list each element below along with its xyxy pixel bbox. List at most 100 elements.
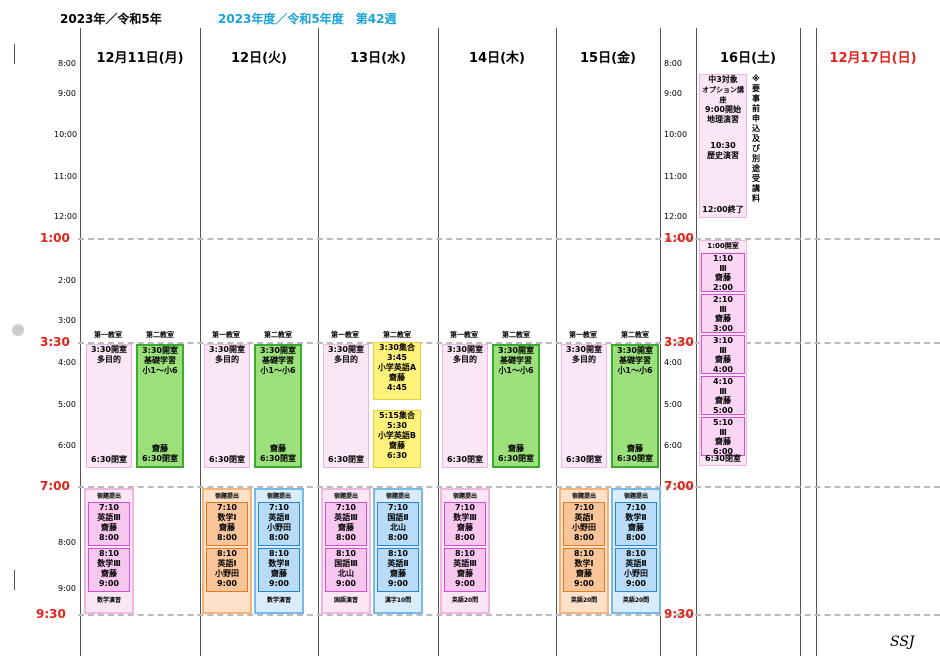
teacher-name: 齋藤 [508,444,524,453]
teacher-name: 齋藤 [271,569,287,578]
open-time: 3:30開室 [142,346,178,355]
evening-block-fri2: 宿題提出 7:10 数学Ⅱ 齋藤 8:00 8:10 英語Ⅱ 小野田 9:00 英語20問 [611,488,661,614]
room-label-1: 第一教室 [450,331,478,339]
start-time: 7:10 [217,503,237,512]
evening-block-tue1: 宿題提出 7:10 数学Ⅰ 齋藤 8:00 8:10 英語Ⅰ 小野田 9:00 [202,488,252,614]
homework-submit-label: 宿題提出 [571,493,596,500]
time-label: 9:00 [58,584,76,593]
subject: 数学Ⅲ [453,513,477,522]
end-time: 9:00 [217,579,237,588]
lesson-bot: 8:10 英語Ⅲ 齋藤 9:00 [444,548,486,592]
target-grade: 中3対象 [708,75,738,84]
dashed-line-930 [78,614,940,616]
time-label: 8:00 [664,59,682,68]
end-time: 4:45 [387,383,407,392]
teacher-name: 齋藤 [219,523,235,532]
lesson-top: 7:10 数学Ⅱ 齋藤 8:00 [615,502,657,546]
saturday-afternoon-block: 1:00開室 1:10 Ⅲ 齋藤 2:00 2:10 Ⅲ 齋藤 3:00 3:10 Ⅲ 齋藤 4:00… [699,240,747,466]
yellow-block-english-a: 3:30集合 3:45 小学英語A 齋藤 4:45 [373,342,421,400]
open-time: 3:30開室 [91,345,127,354]
start-time: 8:10 [99,549,119,558]
room-type: 多目的 [215,355,239,364]
room-label-2: 第二教室 [383,331,411,339]
day-mon: 12月11日(月) [96,51,184,66]
punch-hole [12,324,24,336]
level: Ⅲ [719,345,727,355]
teacher-name: 齋藤 [457,569,473,578]
time-label: 11:00 [664,172,688,181]
saturday-lesson: 1:10 Ⅲ 齋藤 2:00 [701,253,745,292]
assignment-note: 数学演習 [96,597,121,604]
end-time: 9:00 [455,579,475,588]
day-sun: 12月17日(日) [829,51,917,66]
room-label-1: 第一教室 [331,331,359,339]
subject: 数学Ⅱ [268,559,290,568]
room-type: 多目的 [572,355,596,364]
close-time: 6:30閉室 [566,455,602,464]
class-name: 小学英語A [377,363,417,372]
evening-block-wed1: 宿題提出 7:10 英語Ⅲ 齋藤 8:00 8:10 国語Ⅲ 北山 9:00 国語演習 [321,488,371,614]
time-label: 8:00 [58,538,76,547]
start-time: 7:10 [99,503,119,512]
level: Ⅲ [719,386,727,396]
teacher-name: 齋藤 [338,523,354,532]
subject: 英語Ⅰ [574,513,594,522]
time-label: 10:00 [54,130,78,139]
end-time: 9:00 [388,579,408,588]
lesson-top: 7:10 英語Ⅱ 小野田 8:00 [258,502,300,546]
teacher-name: 齋藤 [390,569,406,578]
start-time: 8:10 [574,549,594,558]
teacher-name: 齋藤 [389,441,405,450]
end-time: 5:00 [713,405,733,415]
room-label-1: 第一教室 [569,331,597,339]
option-course: オプション講座 [702,86,744,104]
red-time-330-mid: 3:30 [664,335,694,349]
saturday-side-note: ※要事前申込及び別途受講料 [752,74,760,203]
day-fri: 15日(金) [580,51,636,66]
time-label: 3:00 [58,316,76,325]
teacher-name: 北山 [338,569,354,578]
red-time-930-mid: 9:30 [664,607,694,621]
time-label: 9:00 [664,89,682,98]
start-time: 7:10 [388,503,408,512]
time-label: 11:00 [54,172,78,181]
grade-range: 小1～小6 [260,366,296,375]
lesson-bot: 8:10 英語Ⅱ 齋藤 9:00 [377,548,419,592]
evening-block-fri1: 宿題提出 7:10 英語Ⅰ 小野田 8:00 8:10 数学Ⅰ 齋藤 9:00 英語20問 [559,488,609,614]
end-time: 6:30 [387,451,407,460]
teacher-name: 齋藤 [101,523,117,532]
room-label-1: 第一教室 [212,331,240,339]
room-label-2: 第二教室 [264,331,292,339]
teacher-name: 齋藤 [457,523,473,532]
evening-block-tue2: 宿題提出 7:10 英語Ⅱ 小野田 8:00 8:10 数学Ⅱ 齋藤 9:00 数学演習 [254,488,304,614]
teacher-name: 齋藤 [715,437,731,446]
homework-submit-label: 宿題提出 [452,493,477,500]
grade-range: 小1～小6 [617,366,653,375]
signature: SSJ [890,634,915,650]
time-label: 4:00 [664,358,682,367]
time-label: 9:00 [58,89,76,98]
teacher-name: 齋藤 [715,355,731,364]
class-name: 小学英語B [377,431,417,440]
lesson-top: 7:10 数学Ⅰ 齋藤 8:00 [206,502,248,546]
subject: 数学Ⅱ [625,513,647,522]
end-time: 9:00 [626,579,646,588]
assignment-note: 英語20問 [570,597,598,604]
red-time-7-mid: 7:00 [664,479,694,493]
day-sat: 16日(土) [720,51,776,66]
room-type: 多目的 [453,355,477,364]
close-time: 6:30閉室 [617,454,653,463]
start-time: 1:10 [713,254,733,263]
time-label: 6:00 [58,441,76,450]
time-label: 6:00 [664,441,682,450]
start-time: 8:10 [269,549,289,558]
assignment-note: 英語20問 [622,597,650,604]
start-time: 7:10 [455,503,475,512]
close-time: 6:30閉室 [142,454,178,463]
subject: 英語Ⅲ [453,559,477,568]
room-label-2: 第二教室 [146,331,174,339]
year-label: 2023年／令和5年 [60,12,162,26]
subject-history: 歴史演習 [707,151,739,160]
time-label: 12:00 [664,212,688,221]
dashed-line-7pm [78,486,940,488]
